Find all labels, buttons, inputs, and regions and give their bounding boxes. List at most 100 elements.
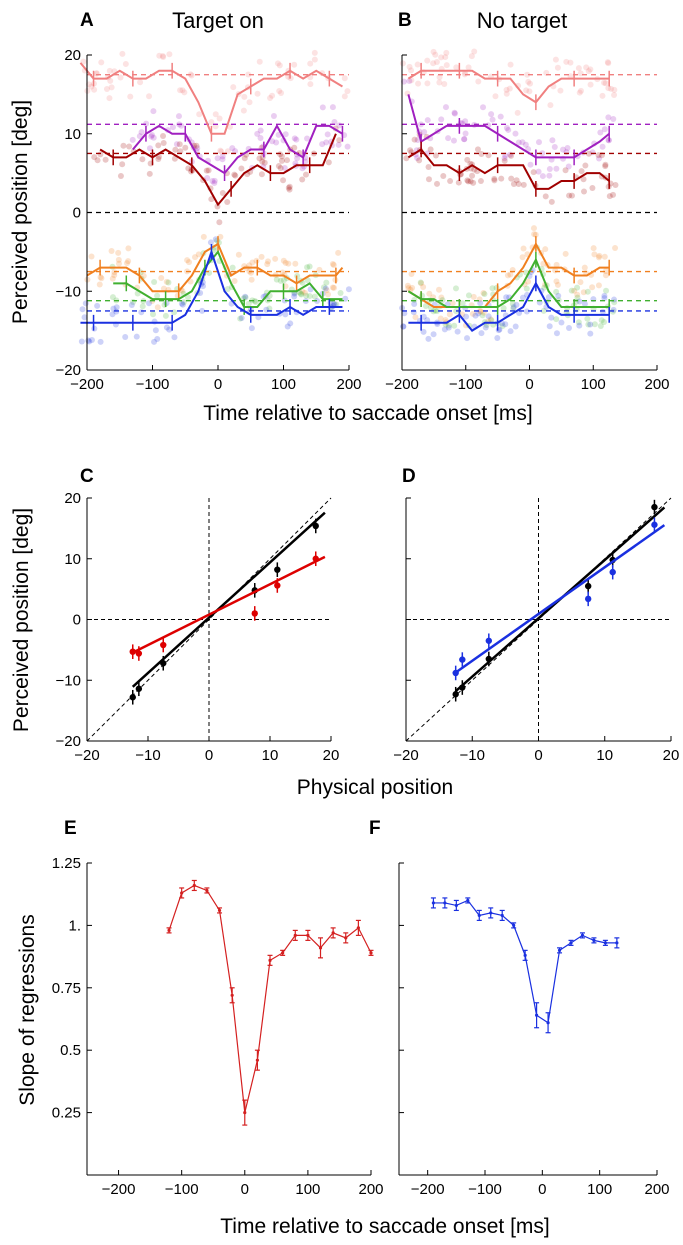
panel-b-trial-dot [605,114,612,121]
panel-a-trial-dot [292,260,299,267]
panel-a-trial-dot [261,159,268,166]
panel-b-trial-dot [525,278,532,285]
panel-a-trial-dot [259,158,266,165]
panel-c-data-point [251,610,258,617]
panel-b-trial-dot [562,167,569,174]
panel-b-trial-dot [595,254,602,261]
panel-a-trial-dot [125,258,132,265]
panel-b-trial-dot [602,272,609,279]
panel-a-trial-dot [160,53,167,60]
panel-e-y-tick-label: 1.25 [52,855,81,872]
panel-b-trial-dot [414,136,421,143]
panel-b-trial-dot [507,271,514,278]
panel-d-data-point [584,595,592,603]
panel-b-trial-dot [432,307,439,314]
panel-a-trial-dot [263,306,270,313]
panel-b-trial-dot [557,87,564,94]
panel-b-trial-dot [595,282,602,289]
panel-d-data-point [459,684,466,691]
panel-a-trial-dot [280,177,287,184]
panel-b-trial-dot [599,308,606,315]
panel-a-trial-dot [257,134,264,141]
panel-a-trial-dot [150,108,157,115]
panel-a-trial-dot [163,278,170,285]
panel-b-trial-dot [598,317,605,324]
panel-d-data-point [459,656,466,663]
panel-a-trial-dot [137,79,144,86]
panel-b-trial-dot [512,130,519,137]
panel-b-trial-dot [445,324,452,331]
panel-b-trial-dot [505,126,512,133]
panel-e-plot: −200 −100 0 100 200 0.25 0.5 0.75 1. 1.25 [52,855,384,1198]
panel-e-data-point [167,928,171,932]
panel-d-x-tick-label: 10 [596,747,613,764]
panel-a-trial-dot [269,92,276,99]
panel-a-trial-dot [160,285,167,292]
panel-a-trial-dot [229,145,236,152]
panel-c-x-tick-label: 0 [205,747,213,764]
panel-f-data-point [592,938,596,942]
panel-b-trial-dot [580,176,587,183]
panel-b-trial-dot [411,136,418,143]
panel-a-trial-dot [211,247,218,254]
panel-a-trial-dot [297,290,304,297]
panel-a-trial-dot [323,279,330,286]
panel-b-trial-dot [485,313,492,320]
panel-a-trial-dot [248,276,255,283]
panel-b-trial-dot [420,328,427,335]
panel-b-trial-dot [577,70,584,77]
panel-b-trial-dot [546,166,553,173]
panel-b-trial-dot [519,254,526,261]
panel-b-trial-dot [418,280,425,287]
panel-a-trial-dot [299,176,306,183]
panel-c-data-point [312,522,319,530]
panel-b-trial-dot [492,93,499,100]
panel-b-title: No target [477,8,568,33]
panel-a-trial-dot [200,233,207,240]
panel-c-fit-line [131,511,326,688]
panel-a-trial-dot [163,324,170,331]
panel-c-x-tick-label: 10 [262,747,279,764]
panel-e-series-line [168,884,372,1113]
panel-b-trial-dot [611,296,618,303]
panel-b-trial-dot [499,323,506,330]
panel-b-trial-dot [501,157,508,164]
panel-b-series-line [407,69,610,104]
panel-a-trial-dot [162,312,169,319]
panel-a-trial-dot [192,254,199,261]
panel-b-trial-dot [446,311,453,318]
panel-a-trial-dot [177,87,184,94]
panel-e-y-tick-label: 0.5 [60,1042,81,1059]
panel-a-trial-dot [115,260,122,267]
panel-a-trial-dot [216,115,223,122]
panel-b-trial-dot [508,152,515,159]
panel-b-series-line [407,148,610,190]
panel-a-trial-dot [193,142,200,149]
panel-a-trial-dot [158,274,165,281]
panel-letter-a: A [80,10,94,31]
panel-a-trial-dot [241,155,248,162]
panel-b-trial-dot [463,313,470,320]
panel-c-data-point [274,566,281,573]
panel-b-trial-dot [574,294,581,301]
panel-b-trial-dot [554,281,561,288]
panel-b-trial-dot [406,63,413,70]
panel-a-trial-dot [129,136,136,143]
panel-a-trial-dot [224,148,231,155]
panel-a-trial-dot [320,284,327,291]
panel-a-trial-dot [188,72,195,79]
panel-b-trial-dot [608,85,615,92]
panel-b-trial-dot [587,81,594,88]
panel-b-trial-dot [506,85,513,92]
panel-b-trial-dot [469,310,476,317]
panel-b-trial-dot [414,61,421,68]
panel-a-trial-dot [232,172,239,179]
panel-a-trial-dot [214,155,221,162]
panel-b-trial-dot [581,264,588,271]
panel-a-trial-dot [211,180,218,187]
panel-b-trial-dot [523,308,530,315]
panel-c-data-point [312,555,319,562]
panel-a-trial-dot [230,84,237,91]
panel-e-data-point [268,958,272,962]
panel-a-trial-dot [122,60,129,67]
